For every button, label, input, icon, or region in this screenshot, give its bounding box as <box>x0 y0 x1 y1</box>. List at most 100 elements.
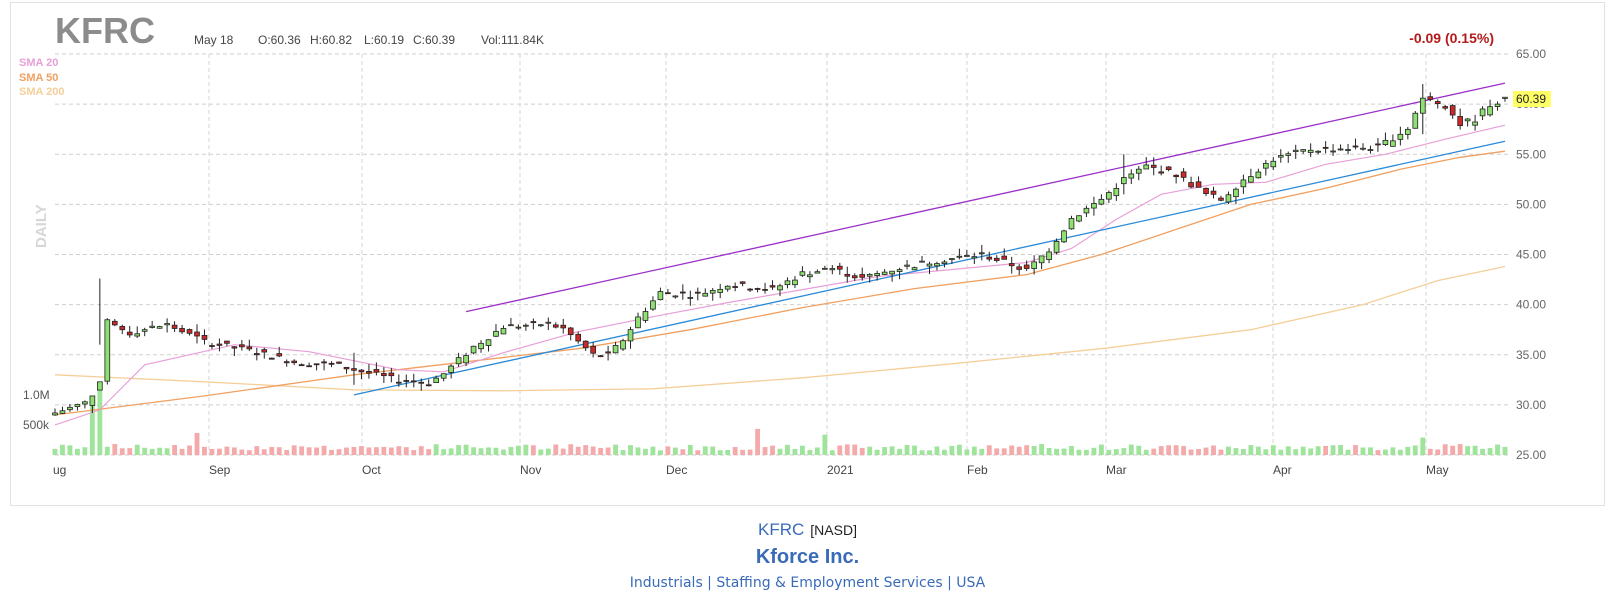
candle-body <box>366 370 372 374</box>
candle-body <box>784 280 791 286</box>
candle-body <box>1263 162 1269 169</box>
candle-body <box>1135 168 1142 174</box>
volume-bar <box>456 445 462 455</box>
volume-bar <box>770 445 775 455</box>
volume-tick-label: 500k <box>23 418 50 432</box>
price-chart[interactable]: 65.0060.0055.0050.0045.0040.0035.0030.00… <box>11 3 1604 505</box>
company-name[interactable]: Kforce Inc. <box>755 546 860 568</box>
candle-body <box>1173 174 1179 178</box>
candle-body <box>321 361 327 364</box>
candle-body <box>829 268 836 271</box>
volume-bar <box>306 447 312 455</box>
volume-bar <box>1121 448 1127 455</box>
volume-bar <box>575 446 581 455</box>
volume-bar <box>613 444 618 455</box>
volume-bar <box>553 444 559 455</box>
candle-body <box>1150 164 1157 168</box>
candle-body <box>1195 181 1202 188</box>
candle-body <box>702 292 709 297</box>
volume-bar <box>964 449 970 455</box>
footer-ticker-line: KFRC [NASD] <box>0 520 1615 540</box>
volume-bar <box>1270 445 1276 455</box>
candle-body <box>508 324 514 327</box>
candle-body <box>351 368 357 371</box>
volume-bar <box>336 449 342 455</box>
candle-body <box>418 381 425 384</box>
volume-bar <box>67 445 73 455</box>
candle-body <box>1307 149 1314 153</box>
candle-body <box>627 329 634 342</box>
volume-bar <box>1457 444 1463 455</box>
volume-bar <box>1248 445 1254 455</box>
candle-body <box>1248 176 1254 183</box>
volume-bar <box>202 446 207 455</box>
chart-frame: 65.0060.0055.0050.0045.0040.0035.0030.00… <box>10 2 1605 506</box>
candle-body <box>1434 101 1441 105</box>
candle-body <box>1315 150 1321 153</box>
volume-bar <box>396 446 402 455</box>
x-tick-label: Feb <box>967 463 988 477</box>
volume-bar <box>568 444 574 455</box>
volume-bar <box>1113 449 1119 455</box>
volume-bar <box>209 448 215 455</box>
candle-body <box>1001 255 1008 260</box>
sma-50-line <box>54 150 1506 416</box>
candle-body <box>179 328 185 333</box>
volume-bar <box>179 448 185 455</box>
volume-bar <box>1226 446 1231 455</box>
candle-body <box>313 363 320 366</box>
candle-body <box>986 256 993 260</box>
candle-body <box>762 289 768 291</box>
candle-body <box>993 257 1000 261</box>
volume-bar <box>979 448 985 455</box>
volume-bar <box>680 449 686 455</box>
volume-bar <box>1278 449 1284 455</box>
candle-body <box>814 271 821 274</box>
volume-bar <box>538 449 544 455</box>
candle-body <box>1442 106 1449 109</box>
candle-body <box>1031 261 1037 269</box>
candle-body <box>1390 140 1396 147</box>
candle-body <box>904 264 910 267</box>
volume-bar <box>927 450 932 455</box>
volume-bar <box>994 448 1000 455</box>
candle-body <box>934 263 940 267</box>
candle-body <box>1352 145 1359 148</box>
x-tick-label: 2021 <box>827 463 854 477</box>
candle-body <box>373 369 380 373</box>
grid <box>55 53 1509 456</box>
volume-bar <box>127 448 133 455</box>
volume-bar <box>949 445 955 455</box>
candle-body <box>657 291 664 301</box>
candle-body <box>89 395 96 406</box>
candle-body <box>149 325 155 328</box>
candle-body <box>926 263 933 267</box>
candle-body <box>777 285 783 291</box>
candle-body <box>403 380 410 382</box>
candle-body <box>201 335 208 340</box>
candle-body <box>859 274 866 278</box>
volume-bar <box>194 432 200 455</box>
volume-bar <box>620 450 626 455</box>
candle-body <box>560 324 567 329</box>
volume-bar <box>530 445 536 455</box>
candle-body <box>216 343 223 346</box>
candle-body <box>1285 153 1292 156</box>
candle-body <box>1397 133 1404 140</box>
candle-body <box>1322 146 1329 149</box>
volume-bar <box>777 448 783 455</box>
volume-bar <box>119 448 125 455</box>
volume-bar <box>762 447 768 455</box>
footer-ticker[interactable]: KFRC <box>758 520 805 539</box>
candle-body <box>530 321 537 323</box>
volume-bar <box>284 449 290 455</box>
candle-body <box>1218 197 1224 201</box>
volume-bar <box>657 450 663 455</box>
sector-line[interactable]: Industrials | Staffing & Employment Serv… <box>629 575 986 591</box>
candle-body <box>597 355 604 358</box>
volume-bar <box>800 445 805 455</box>
candle-body <box>126 331 133 336</box>
candle-body <box>283 361 290 364</box>
candle-body <box>1382 139 1389 145</box>
candle-body <box>1375 143 1381 146</box>
